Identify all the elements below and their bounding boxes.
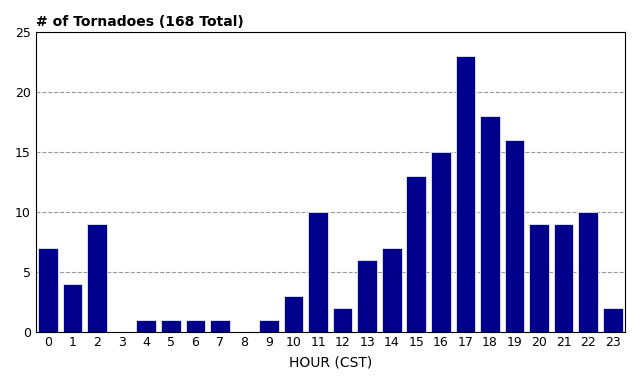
- Text: # of Tornadoes (168 Total): # of Tornadoes (168 Total): [36, 15, 243, 29]
- Bar: [136, 319, 156, 331]
- Bar: [505, 139, 524, 331]
- Bar: [210, 319, 230, 331]
- Bar: [333, 308, 353, 331]
- Bar: [161, 319, 180, 331]
- Bar: [38, 248, 58, 331]
- Bar: [579, 212, 598, 331]
- Bar: [603, 308, 623, 331]
- Bar: [186, 319, 205, 331]
- Bar: [63, 283, 83, 331]
- Bar: [480, 116, 500, 331]
- Bar: [406, 175, 426, 331]
- Bar: [259, 319, 279, 331]
- Bar: [431, 152, 451, 331]
- Bar: [554, 223, 573, 331]
- Bar: [456, 56, 476, 331]
- X-axis label: HOUR (CST): HOUR (CST): [289, 355, 372, 369]
- Bar: [382, 248, 401, 331]
- Bar: [87, 223, 107, 331]
- Bar: [284, 296, 303, 331]
- Bar: [529, 223, 549, 331]
- Bar: [308, 212, 328, 331]
- Bar: [357, 260, 377, 331]
